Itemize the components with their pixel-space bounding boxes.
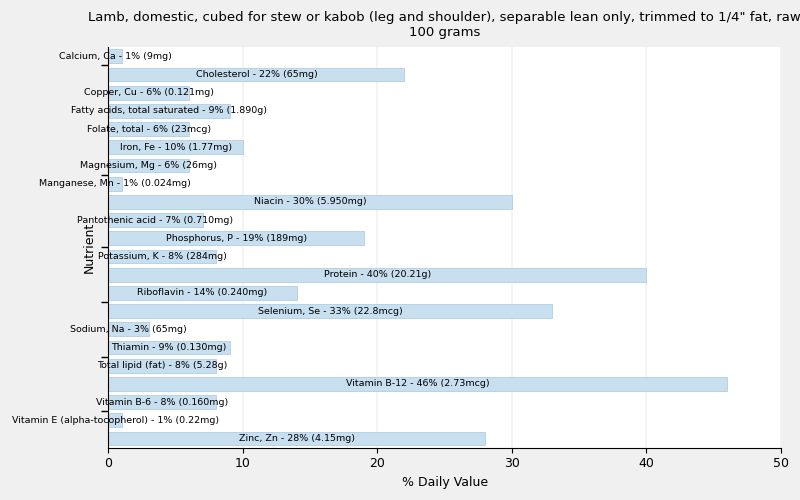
Bar <box>109 304 552 318</box>
Bar <box>109 377 727 390</box>
Text: Copper, Cu - 6% (0.121mg): Copper, Cu - 6% (0.121mg) <box>84 88 214 97</box>
Bar <box>109 50 122 63</box>
Text: Cholesterol - 22% (65mg): Cholesterol - 22% (65mg) <box>195 70 318 79</box>
Text: Manganese, Mn - 1% (0.024mg): Manganese, Mn - 1% (0.024mg) <box>39 179 191 188</box>
Text: Zinc, Zn - 28% (4.15mg): Zinc, Zn - 28% (4.15mg) <box>238 434 354 443</box>
Bar <box>109 214 202 227</box>
Bar <box>109 286 297 300</box>
Text: Phosphorus, P - 19% (189mg): Phosphorus, P - 19% (189mg) <box>166 234 306 243</box>
Text: Vitamin B-12 - 46% (2.73mcg): Vitamin B-12 - 46% (2.73mcg) <box>346 380 490 388</box>
X-axis label: % Daily Value: % Daily Value <box>402 476 488 489</box>
Bar <box>109 140 243 154</box>
Bar <box>109 250 216 264</box>
Text: Total lipid (fat) - 8% (5.28g): Total lipid (fat) - 8% (5.28g) <box>97 361 227 370</box>
Bar <box>109 104 230 118</box>
Bar <box>109 322 149 336</box>
Text: Protein - 40% (20.21g): Protein - 40% (20.21g) <box>324 270 431 279</box>
Text: Niacin - 30% (5.950mg): Niacin - 30% (5.950mg) <box>254 198 366 206</box>
Bar <box>109 268 646 281</box>
Text: Fatty acids, total saturated - 9% (1.890g): Fatty acids, total saturated - 9% (1.890… <box>71 106 267 116</box>
Text: Magnesium, Mg - 6% (26mg): Magnesium, Mg - 6% (26mg) <box>80 161 218 170</box>
Bar <box>109 396 216 409</box>
Bar <box>109 232 364 245</box>
Text: Pantothenic acid - 7% (0.710mg): Pantothenic acid - 7% (0.710mg) <box>78 216 234 224</box>
Text: Selenium, Se - 33% (22.8mcg): Selenium, Se - 33% (22.8mcg) <box>258 306 402 316</box>
Bar <box>109 122 189 136</box>
Bar <box>109 86 189 100</box>
Bar <box>109 414 122 427</box>
Bar <box>109 177 122 190</box>
Text: Vitamin E (alpha-tocopherol) - 1% (0.22mg): Vitamin E (alpha-tocopherol) - 1% (0.22m… <box>12 416 218 425</box>
Text: Iron, Fe - 10% (1.77mg): Iron, Fe - 10% (1.77mg) <box>120 143 232 152</box>
Text: Calcium, Ca - 1% (9mg): Calcium, Ca - 1% (9mg) <box>58 52 172 61</box>
Text: Thiamin - 9% (0.130mg): Thiamin - 9% (0.130mg) <box>111 343 226 352</box>
Bar <box>109 432 485 446</box>
Bar <box>109 195 512 208</box>
Text: Vitamin B-6 - 8% (0.160mg): Vitamin B-6 - 8% (0.160mg) <box>96 398 228 406</box>
Bar <box>109 158 189 172</box>
Text: Sodium, Na - 3% (65mg): Sodium, Na - 3% (65mg) <box>70 325 187 334</box>
Y-axis label: Nutrient: Nutrient <box>83 222 96 273</box>
Bar <box>109 359 216 372</box>
Bar <box>109 68 404 82</box>
Text: Riboflavin - 14% (0.240mg): Riboflavin - 14% (0.240mg) <box>138 288 268 298</box>
Bar <box>109 340 230 354</box>
Text: Potassium, K - 8% (284mg): Potassium, K - 8% (284mg) <box>98 252 226 261</box>
Title: Lamb, domestic, cubed for stew or kabob (leg and shoulder), separable lean only,: Lamb, domestic, cubed for stew or kabob … <box>88 11 800 39</box>
Text: Folate, total - 6% (23mcg): Folate, total - 6% (23mcg) <box>86 124 211 134</box>
